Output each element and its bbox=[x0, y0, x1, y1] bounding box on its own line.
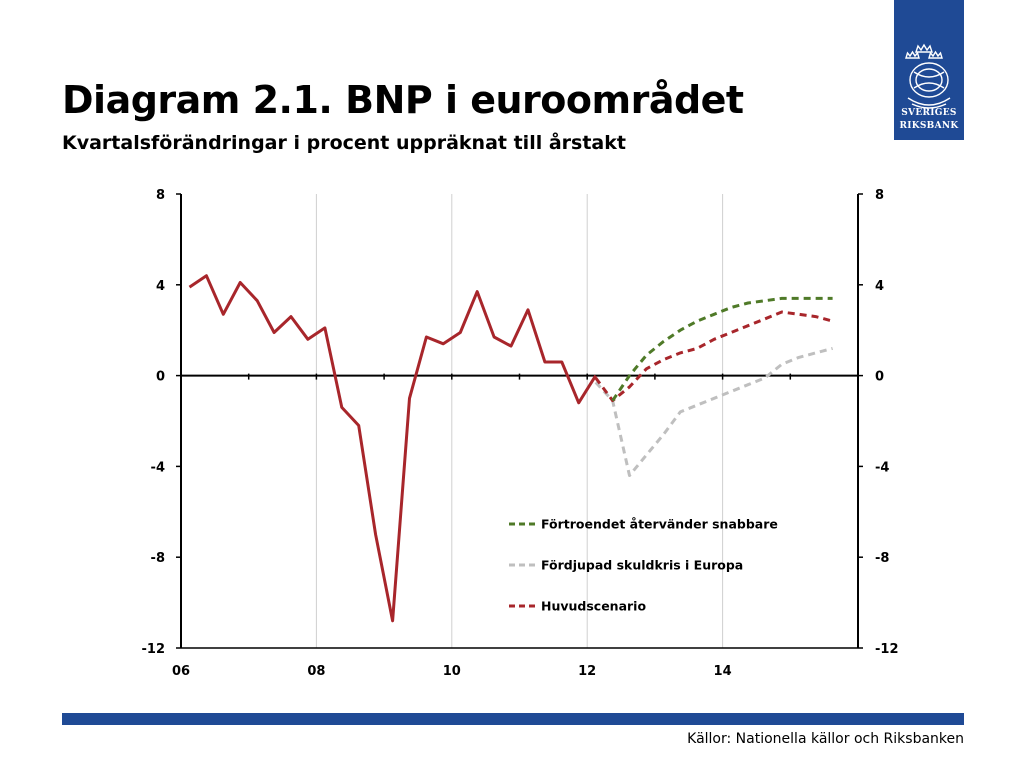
y-tick-label-right: 0 bbox=[875, 370, 884, 385]
x-tick-label: 12 bbox=[578, 664, 596, 679]
logo-line-1: SVERIGES bbox=[901, 108, 957, 118]
y-tick-label-left: -4 bbox=[151, 460, 165, 475]
legend-label-main-scenario: Huvudscenario bbox=[541, 599, 646, 614]
x-tick-label: 08 bbox=[307, 664, 325, 679]
sources-text: Källor: Nationella källor och Riksbanken bbox=[687, 731, 964, 747]
x-tick-label: 10 bbox=[443, 664, 461, 679]
series-line-main-scenario bbox=[594, 310, 833, 403]
y-tick-label-left: 0 bbox=[156, 370, 165, 385]
page-subtitle: Kvartalsförändringar i procent uppräknat… bbox=[62, 132, 626, 154]
riksbank-logo: SVERIGES RIKSBANK bbox=[894, 0, 964, 140]
x-tick-label: 14 bbox=[714, 664, 732, 679]
y-tick-label-right: -12 bbox=[875, 642, 899, 657]
y-tick-label-left: 8 bbox=[156, 188, 165, 203]
page-title: Diagram 2.1. BNP i euroområdet bbox=[62, 78, 744, 122]
logo-line-2: RIKSBANK bbox=[899, 121, 959, 131]
crown-emblem-icon bbox=[905, 43, 951, 109]
series-line-confidence bbox=[611, 296, 833, 402]
bottom-brand-bar bbox=[62, 713, 964, 725]
legend-label-debt-crisis: Fördjupad skuldkris i Europa bbox=[541, 558, 743, 573]
x-tick-label: 06 bbox=[172, 664, 190, 679]
series-line-debt-crisis bbox=[594, 346, 833, 477]
legend-label-confidence: Förtroendet återvänder snabbare bbox=[541, 517, 778, 532]
y-tick-label-right: -8 bbox=[875, 551, 889, 566]
series-line-historical bbox=[188, 274, 597, 623]
y-tick-label-right: 4 bbox=[875, 279, 884, 294]
gdp-line-chart: 8 8 4 4 0 0 -4 -4 -8 -8 -12 -12 06 08 10 12 14 Förtroende… bbox=[142, 188, 899, 679]
y-tick-label-left: -12 bbox=[142, 642, 166, 657]
y-tick-label-right: -4 bbox=[875, 460, 889, 475]
y-tick-label-left: -8 bbox=[151, 551, 165, 566]
y-tick-label-left: 4 bbox=[156, 279, 165, 294]
y-tick-label-right: 8 bbox=[875, 188, 884, 203]
